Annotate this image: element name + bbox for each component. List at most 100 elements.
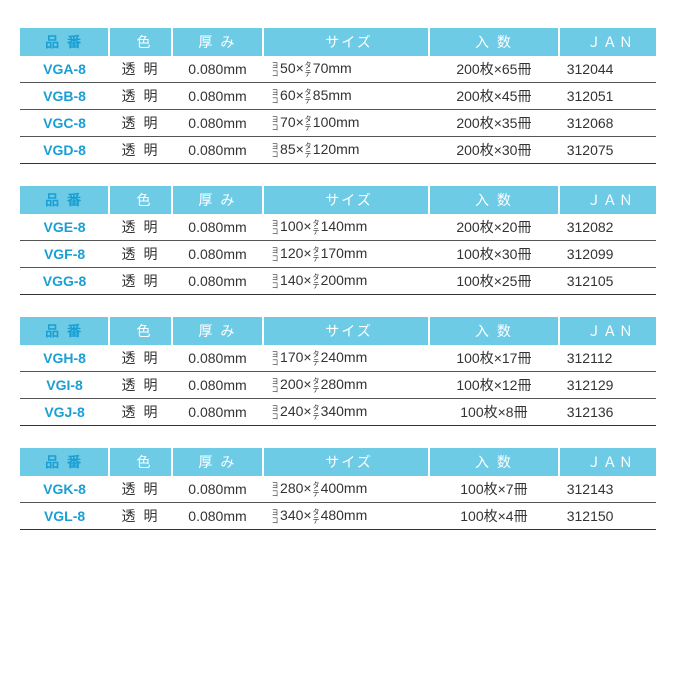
cell-code: VGH-8 xyxy=(20,345,109,372)
cell-size: ヨコ120×タテ170mm xyxy=(263,241,429,268)
cell-code: VGJ-8 xyxy=(20,399,109,426)
cell-quantity: 200枚×35冊 xyxy=(429,110,559,137)
table-row: VGC-8透明0.080mmヨコ70×タテ100mm200枚×35冊312068 xyxy=(20,110,656,137)
header-color: 色 xyxy=(109,28,172,56)
cell-size: ヨコ140×タテ200mm xyxy=(263,268,429,295)
cell-color: 透明 xyxy=(109,110,172,137)
table-row: VGJ-8透明0.080mmヨコ240×タテ340mm100枚×8冊312136 xyxy=(20,399,656,426)
cell-quantity: 100枚×30冊 xyxy=(429,241,559,268)
header-thickness: 厚 み xyxy=(172,28,263,56)
cell-code: VGC-8 xyxy=(20,110,109,137)
table-row: VGH-8透明0.080mmヨコ170×タテ240mm100枚×17冊31211… xyxy=(20,345,656,372)
cell-thickness: 0.080mm xyxy=(172,476,263,503)
header-jan: ＪＡＮ xyxy=(559,186,656,214)
cell-size: ヨコ200×タテ280mm xyxy=(263,372,429,399)
cell-code: VGE-8 xyxy=(20,214,109,241)
product-table: 品 番 色 厚 み サイズ 入 数 ＪＡＮ VGE-8透明0.080mmヨコ10… xyxy=(20,186,656,295)
cell-size: ヨコ70×タテ100mm xyxy=(263,110,429,137)
cell-jan: 312105 xyxy=(559,268,656,295)
cell-thickness: 0.080mm xyxy=(172,83,263,110)
header-size: サイズ xyxy=(263,186,429,214)
header-color: 色 xyxy=(109,186,172,214)
cell-jan: 312136 xyxy=(559,399,656,426)
cell-jan: 312051 xyxy=(559,83,656,110)
tables-container: 品 番 色 厚 み サイズ 入 数 ＪＡＮ VGA-8透明0.080mmヨコ50… xyxy=(20,28,656,530)
cell-quantity: 200枚×30冊 xyxy=(429,137,559,164)
cell-code: VGI-8 xyxy=(20,372,109,399)
product-table: 品 番 色 厚 み サイズ 入 数 ＪＡＮ VGA-8透明0.080mmヨコ50… xyxy=(20,28,656,164)
cell-color: 透明 xyxy=(109,476,172,503)
header-size: サイズ xyxy=(263,448,429,476)
cell-thickness: 0.080mm xyxy=(172,399,263,426)
cell-thickness: 0.080mm xyxy=(172,268,263,295)
header-color: 色 xyxy=(109,317,172,345)
header-quantity: 入 数 xyxy=(429,28,559,56)
header-thickness: 厚 み xyxy=(172,186,263,214)
header-quantity: 入 数 xyxy=(429,317,559,345)
header-code: 品 番 xyxy=(20,186,109,214)
header-thickness: 厚 み xyxy=(172,448,263,476)
header-color: 色 xyxy=(109,448,172,476)
cell-quantity: 100枚×25冊 xyxy=(429,268,559,295)
header-code: 品 番 xyxy=(20,28,109,56)
cell-code: VGA-8 xyxy=(20,56,109,83)
cell-jan: 312150 xyxy=(559,503,656,530)
cell-size: ヨコ280×タテ400mm xyxy=(263,476,429,503)
table-row: VGB-8透明0.080mmヨコ60×タテ85mm200枚×45冊312051 xyxy=(20,83,656,110)
cell-jan: 312099 xyxy=(559,241,656,268)
header-size: サイズ xyxy=(263,317,429,345)
cell-color: 透明 xyxy=(109,214,172,241)
header-jan: ＪＡＮ xyxy=(559,28,656,56)
cell-color: 透明 xyxy=(109,345,172,372)
cell-jan: 312075 xyxy=(559,137,656,164)
cell-color: 透明 xyxy=(109,268,172,295)
header-code: 品 番 xyxy=(20,317,109,345)
header-jan: ＪＡＮ xyxy=(559,317,656,345)
cell-code: VGD-8 xyxy=(20,137,109,164)
cell-thickness: 0.080mm xyxy=(172,110,263,137)
cell-size: ヨコ170×タテ240mm xyxy=(263,345,429,372)
cell-color: 透明 xyxy=(109,503,172,530)
cell-jan: 312044 xyxy=(559,56,656,83)
cell-jan: 312143 xyxy=(559,476,656,503)
header-jan: ＪＡＮ xyxy=(559,448,656,476)
cell-code: VGK-8 xyxy=(20,476,109,503)
table-row: VGE-8透明0.080mmヨコ100×タテ140mm200枚×20冊31208… xyxy=(20,214,656,241)
cell-thickness: 0.080mm xyxy=(172,503,263,530)
cell-quantity: 100枚×7冊 xyxy=(429,476,559,503)
cell-color: 透明 xyxy=(109,56,172,83)
cell-code: VGG-8 xyxy=(20,268,109,295)
cell-size: ヨコ85×タテ120mm xyxy=(263,137,429,164)
header-code: 品 番 xyxy=(20,448,109,476)
header-thickness: 厚 み xyxy=(172,317,263,345)
cell-thickness: 0.080mm xyxy=(172,56,263,83)
cell-color: 透明 xyxy=(109,241,172,268)
cell-code: VGL-8 xyxy=(20,503,109,530)
cell-size: ヨコ50×タテ70mm xyxy=(263,56,429,83)
cell-thickness: 0.080mm xyxy=(172,241,263,268)
cell-size: ヨコ100×タテ140mm xyxy=(263,214,429,241)
cell-color: 透明 xyxy=(109,83,172,110)
cell-size: ヨコ60×タテ85mm xyxy=(263,83,429,110)
cell-color: 透明 xyxy=(109,137,172,164)
header-quantity: 入 数 xyxy=(429,448,559,476)
cell-quantity: 100枚×8冊 xyxy=(429,399,559,426)
table-row: VGF-8透明0.080mmヨコ120×タテ170mm100枚×30冊31209… xyxy=(20,241,656,268)
cell-code: VGB-8 xyxy=(20,83,109,110)
cell-quantity: 100枚×12冊 xyxy=(429,372,559,399)
cell-size: ヨコ340×タテ480mm xyxy=(263,503,429,530)
table-row: VGK-8透明0.080mmヨコ280×タテ400mm100枚×7冊312143 xyxy=(20,476,656,503)
cell-quantity: 200枚×65冊 xyxy=(429,56,559,83)
cell-code: VGF-8 xyxy=(20,241,109,268)
cell-jan: 312129 xyxy=(559,372,656,399)
cell-quantity: 100枚×17冊 xyxy=(429,345,559,372)
table-row: VGI-8透明0.080mmヨコ200×タテ280mm100枚×12冊31212… xyxy=(20,372,656,399)
cell-color: 透明 xyxy=(109,372,172,399)
cell-thickness: 0.080mm xyxy=(172,214,263,241)
table-row: VGL-8透明0.080mmヨコ340×タテ480mm100枚×4冊312150 xyxy=(20,503,656,530)
cell-color: 透明 xyxy=(109,399,172,426)
cell-jan: 312082 xyxy=(559,214,656,241)
cell-quantity: 100枚×4冊 xyxy=(429,503,559,530)
product-table: 品 番 色 厚 み サイズ 入 数 ＪＡＮ VGK-8透明0.080mmヨコ28… xyxy=(20,448,656,530)
header-size: サイズ xyxy=(263,28,429,56)
